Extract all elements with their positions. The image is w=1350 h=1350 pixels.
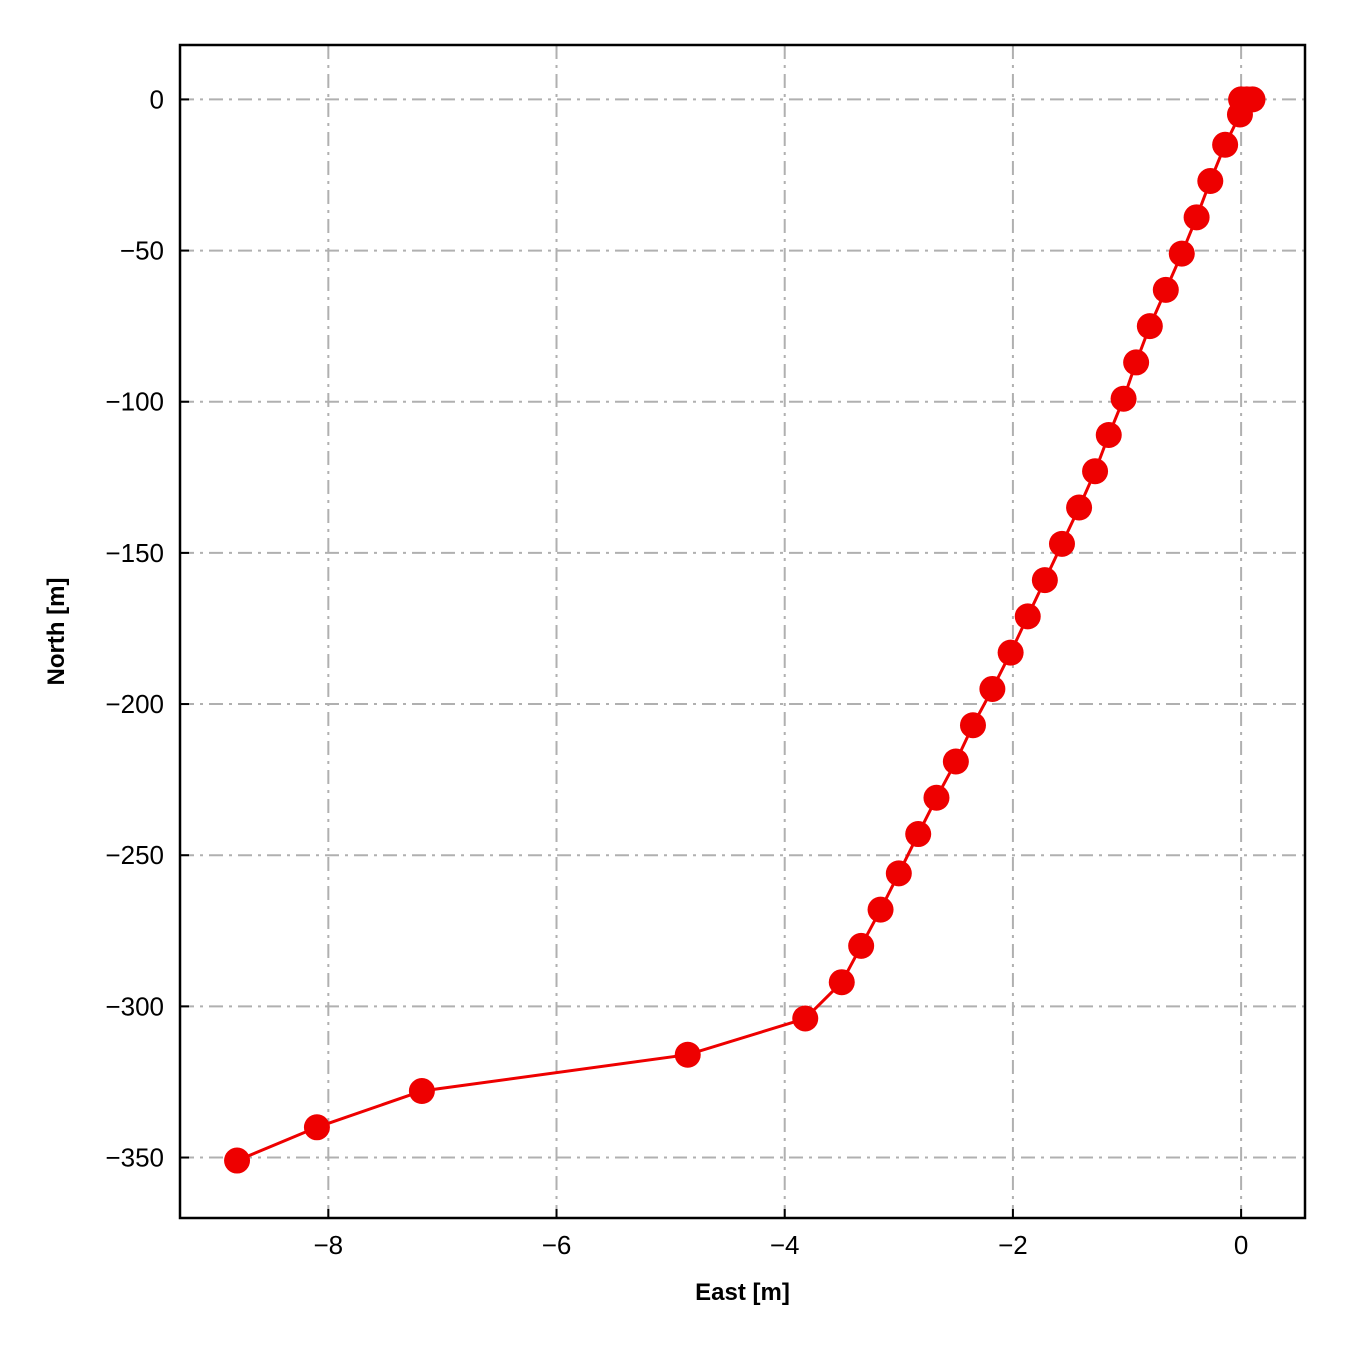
data-point [1048,530,1075,557]
data-point [1183,204,1210,231]
y-tick-label: −200 [105,689,164,719]
data-point [1066,494,1093,521]
data-point [1110,385,1137,412]
data-point [1014,603,1041,630]
y-axis-label: North [m] [43,578,70,686]
y-tick-label: −250 [105,840,164,870]
data-point [923,784,950,811]
data-point [828,969,855,996]
data-point [848,932,875,959]
series-layer [224,86,1266,1174]
data-point [1082,458,1109,485]
x-tick-label: −4 [770,1230,800,1260]
x-tick-label: −6 [542,1230,572,1260]
data-point [1123,349,1150,376]
data-point [1152,276,1179,303]
data-point [885,860,912,887]
data-point [1212,131,1239,158]
y-tick-label: −350 [105,1143,164,1173]
x-tick-label: −2 [998,1230,1028,1260]
plot-frame [178,43,1307,1220]
grid [180,45,1305,1218]
data-point [224,1147,251,1174]
data-point [867,896,894,923]
y-tick-label: 0 [150,84,164,114]
data-point [1226,101,1253,128]
data-point [997,639,1024,666]
y-tick-label: −300 [105,991,164,1021]
y-tick-label: −50 [120,236,164,266]
data-point [1095,421,1122,448]
ticks: −8 −6 −4 −2 00−50−100−150−200−250−300−350 [105,84,1248,1260]
data-point [942,748,969,775]
y-tick-label: −100 [105,387,164,417]
data-point [979,675,1006,702]
x-tick-label: −8 [313,1230,343,1260]
data-point [1136,313,1163,340]
x-axis-label: East [m] [695,1279,790,1306]
data-point [959,712,986,739]
data-point [1168,240,1195,267]
series-line [236,97,1253,1162]
y-tick-label: −150 [105,538,164,568]
data-point [303,1114,330,1141]
data-point [1197,168,1224,195]
data-point [674,1041,701,1068]
data-point [408,1078,435,1105]
data-point [1031,567,1058,594]
data-point [792,1005,819,1032]
data-point [905,821,932,848]
x-tick-label: 0 [1234,1230,1248,1260]
